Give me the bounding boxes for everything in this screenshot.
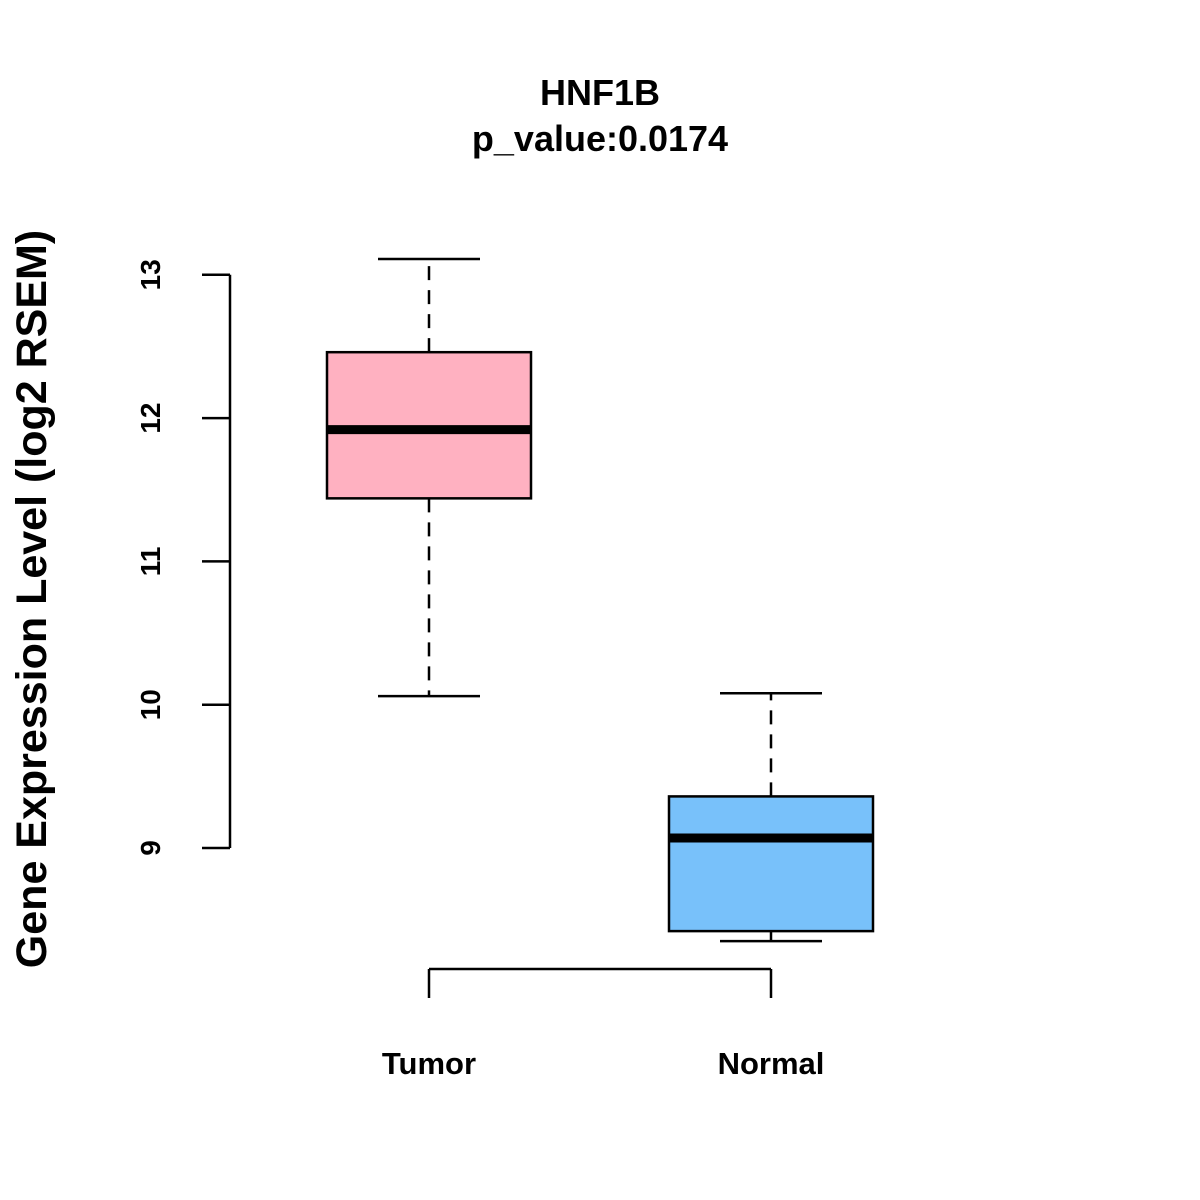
x-tick-label-tumor: Tumor <box>382 1046 476 1081</box>
normal-iqr-box <box>667 795 875 933</box>
y-tick-label-12: 12 <box>135 403 166 434</box>
chart-subtitle: p_value:0.0174 <box>472 118 728 159</box>
y-axis: 9 10 11 12 13 <box>135 259 232 856</box>
y-tick-label-11: 11 <box>135 547 166 577</box>
boxes-group <box>325 257 875 943</box>
box-normal <box>667 691 875 943</box>
y-tick-label-9: 9 <box>135 840 166 856</box>
y-axis-label: Gene Expression Level (log2 RSEM) <box>8 230 56 968</box>
y-tick-label-10: 10 <box>135 689 166 720</box>
x-tick-label-normal: Normal <box>718 1046 825 1081</box>
chart-title: HNF1B <box>540 72 660 113</box>
box-tumor <box>325 257 533 698</box>
x-axis: Tumor Normal <box>382 967 825 1081</box>
y-tick-label-13: 13 <box>135 259 166 290</box>
